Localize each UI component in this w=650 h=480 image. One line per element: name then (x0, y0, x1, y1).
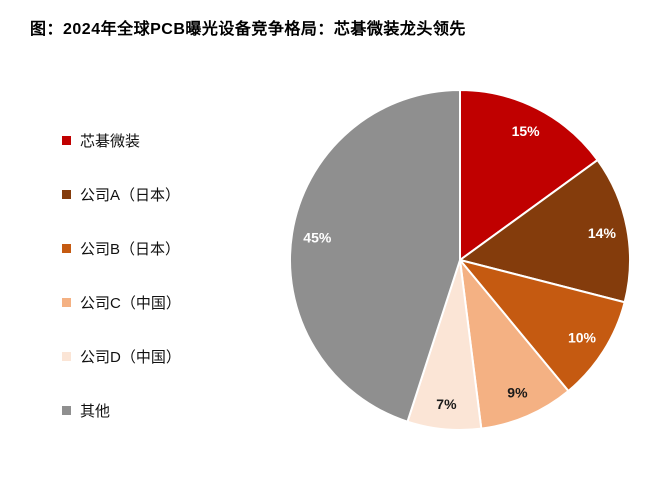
legend-item: 芯碁微装 (62, 130, 181, 151)
pie-data-label: 15% (512, 123, 541, 139)
legend-label: 公司D（中国） (80, 349, 181, 366)
legend-item: 公司C（中国） (62, 292, 181, 313)
pie-data-label: 9% (507, 385, 528, 401)
chart-title: 图：2024年全球PCB曝光设备竞争格局：芯碁微装龙头领先 (30, 21, 466, 38)
pie-data-label: 45% (303, 229, 332, 245)
legend-swatch (62, 244, 71, 253)
legend-label: 芯碁微装 (80, 133, 141, 150)
pie-data-label: 7% (436, 396, 457, 412)
pie-slice (459, 88, 599, 262)
pie-slice (289, 88, 461, 423)
legend-item: 公司D（中国） (62, 346, 181, 367)
legend-swatch (62, 190, 71, 199)
legend: 芯碁微装公司A（日本） 公司B（日本） 公司C（中国） 公司D（中国） 其他 (62, 130, 181, 421)
legend-label: 其他 (80, 403, 111, 420)
pie-slice (457, 258, 626, 393)
legend-label: 公司A（日本） (80, 187, 181, 204)
legend-swatch (62, 136, 71, 145)
legend-label: 公司C（中国） (80, 295, 181, 312)
legend-item: 公司A（日本） (62, 184, 181, 205)
pie-slice (457, 158, 631, 304)
pie-data-label: 10% (568, 329, 597, 345)
legend-swatch (62, 298, 71, 307)
legend-item: 公司B（日本） (62, 238, 181, 259)
pie-chart: 15% 14% 10% 9% 7% 45% (289, 88, 631, 432)
pie-slice (458, 256, 570, 430)
legend-item: 其他 (62, 400, 181, 421)
legend-swatch (62, 352, 71, 361)
legend-swatch (62, 406, 71, 415)
legend-label: 公司B（日本） (80, 241, 181, 258)
pie-data-label: 14% (588, 225, 617, 241)
